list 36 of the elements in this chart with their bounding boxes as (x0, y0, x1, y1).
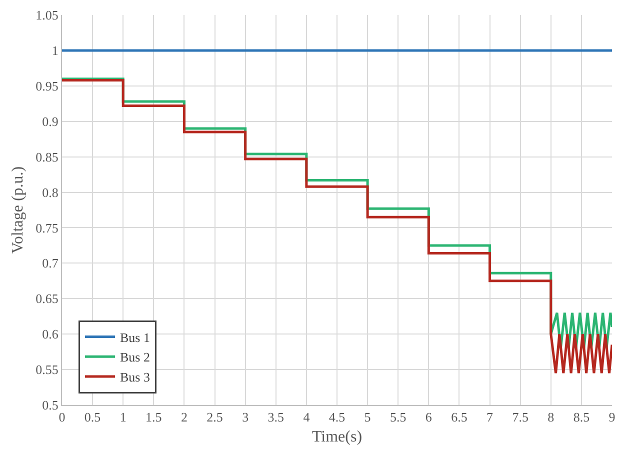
y-tick-label: 0.55 (36, 362, 58, 378)
x-tick-label: 5.5 (390, 410, 406, 425)
x-tick-label: 3.5 (268, 410, 284, 425)
x-tick-label: 2.5 (206, 410, 223, 425)
x-tick-label: 7 (486, 410, 494, 425)
x-tick-label: 4 (303, 410, 310, 425)
y-tick-label: 0.65 (36, 291, 58, 306)
x-tick-label: 1.5 (146, 410, 162, 425)
x-tick-label: 6.5 (451, 410, 468, 425)
y-tick-label: 0.7 (42, 256, 59, 271)
x-tick-label: 0 (58, 410, 66, 425)
x-tick-label: 5 (364, 410, 371, 425)
x-axis-title: Time(s) (312, 428, 362, 446)
y-tick-label: 0.6 (42, 326, 59, 342)
y-tick-label: 1.05 (36, 8, 58, 23)
x-tick-label: 8.5 (573, 410, 590, 425)
x-tick-label: 0.5 (84, 410, 101, 425)
x-tick-label: 1 (120, 410, 126, 425)
x-tick-label: 7.5 (512, 410, 528, 425)
x-tick-label: 2 (180, 410, 188, 425)
x-tick-label: 8 (548, 410, 554, 425)
legend-label: Bus 3 (120, 370, 150, 385)
x-tick-label: 6 (425, 410, 432, 425)
y-axis-title: Voltage (p.u.) (10, 166, 27, 254)
y-tick-label: 0.9 (42, 114, 58, 129)
y-tick-label: 0.95 (36, 78, 58, 94)
legend-label: Bus 2 (120, 350, 150, 365)
y-tick-label: 0.75 (36, 220, 58, 236)
legend-label: Bus 1 (120, 330, 150, 345)
x-tick-label: 3 (242, 410, 249, 425)
y-tick-label: 1 (52, 43, 58, 58)
y-tick-label: 0.8 (42, 184, 58, 200)
x-tick-label: 4.5 (328, 410, 346, 425)
y-tick-label: 0.5 (42, 398, 58, 413)
y-tick-label: 0.85 (36, 149, 58, 164)
x-tick-label: 9 (608, 410, 616, 425)
